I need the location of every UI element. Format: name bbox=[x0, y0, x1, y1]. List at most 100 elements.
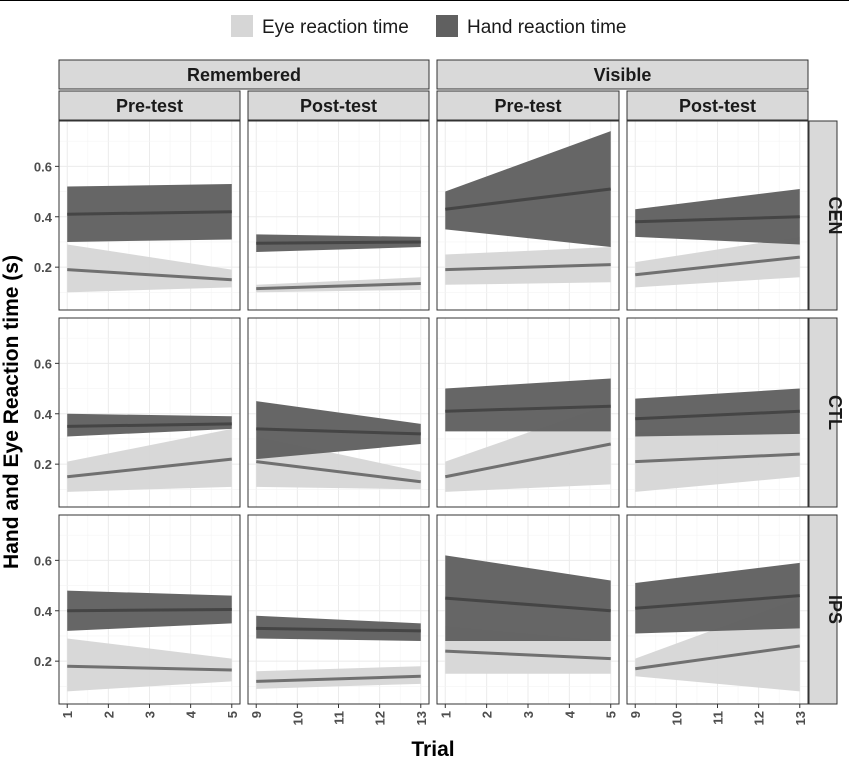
hand-fit-line bbox=[445, 404, 611, 413]
x-tick-label: 5 bbox=[225, 711, 240, 718]
y-tick-label: 0.4 bbox=[34, 407, 53, 422]
y-tick-label: 0.6 bbox=[34, 159, 52, 174]
hand-ribbon bbox=[445, 555, 611, 641]
panel-border bbox=[626, 120, 809, 311]
y-tick-label: 0.6 bbox=[34, 356, 52, 371]
facet-panel bbox=[58, 317, 241, 508]
x-axis-title: Trial bbox=[411, 738, 454, 761]
row-strip-bg bbox=[808, 120, 838, 311]
x-axis: 1 2 3 4 5 9 10 11 12 13 1 2 3 4 5 9 10 11 12 13 bbox=[60, 704, 808, 725]
facet-panel bbox=[626, 120, 809, 311]
x-tick-label: 1 bbox=[438, 711, 453, 718]
eye-fit-line bbox=[67, 457, 232, 479]
legend-label-eye: Eye reaction time bbox=[262, 17, 409, 38]
y-tick-label: 0.4 bbox=[34, 604, 53, 619]
facet-panel bbox=[58, 120, 241, 311]
eye-fit-line bbox=[67, 268, 232, 282]
x-tick-label: 4 bbox=[562, 710, 577, 718]
facet-panel bbox=[247, 514, 430, 705]
hand-fit-line bbox=[445, 596, 611, 613]
eye-ribbon bbox=[635, 431, 800, 492]
eye-fit-line bbox=[635, 255, 800, 277]
hand-fit-line bbox=[445, 187, 611, 211]
outer-strip-bg bbox=[58, 59, 430, 90]
column-strip-bg bbox=[436, 90, 620, 121]
eye-fit-line bbox=[635, 452, 800, 464]
x-tick-label: 13 bbox=[414, 711, 429, 725]
panel-border bbox=[626, 317, 809, 508]
eye-fit-line bbox=[256, 460, 421, 484]
facet-panel bbox=[58, 514, 241, 705]
y-tick-label: 0.2 bbox=[34, 654, 52, 669]
eye-fit-line bbox=[67, 664, 232, 672]
legend-key-hand bbox=[436, 15, 458, 37]
x-tick-label: 9 bbox=[249, 711, 264, 718]
facet-panel bbox=[247, 120, 430, 311]
facet-panel bbox=[436, 120, 620, 311]
x-tick-label: 11 bbox=[332, 711, 347, 725]
hand-fit-line bbox=[256, 240, 421, 245]
column-strip-label: Post-test bbox=[300, 96, 377, 116]
hand-ribbon bbox=[635, 562, 800, 634]
x-tick-label: 1 bbox=[60, 711, 75, 718]
x-tick-label: 11 bbox=[711, 711, 726, 725]
legend-label-hand: Hand reaction time bbox=[467, 17, 626, 38]
hand-fit-line bbox=[67, 210, 232, 216]
column-strip-label: Post-test bbox=[679, 96, 756, 116]
panel-border bbox=[247, 120, 430, 311]
x-tick-label: 12 bbox=[373, 711, 388, 725]
facet-panel bbox=[436, 317, 620, 508]
panel-border bbox=[247, 317, 430, 508]
facet-strips: Remembered Visible Pre-test Post-test Pre-te… bbox=[58, 59, 845, 705]
eye-ribbon bbox=[67, 244, 232, 293]
outer-strip-label: Visible bbox=[594, 65, 652, 85]
facet-panel bbox=[626, 514, 809, 705]
facet-panel bbox=[247, 317, 430, 508]
y-tick-label: 0.6 bbox=[34, 553, 52, 568]
column-strip-bg bbox=[247, 90, 430, 121]
y-axis-title: Hand and Eye Reaction time (s) bbox=[0, 255, 23, 569]
facet-panel bbox=[626, 317, 809, 508]
x-tick-label: 2 bbox=[480, 711, 495, 718]
eye-ribbon bbox=[67, 638, 232, 692]
row-strip-label: CTL bbox=[825, 395, 845, 430]
row-strip-label: CEN bbox=[825, 196, 845, 234]
eye-ribbon bbox=[635, 236, 800, 288]
x-tick-label: 12 bbox=[752, 711, 767, 725]
panel-border bbox=[436, 120, 620, 311]
x-tick-label: 10 bbox=[290, 711, 305, 725]
facet-panel bbox=[436, 514, 620, 705]
hand-fit-line bbox=[635, 215, 800, 224]
eye-fit-line bbox=[635, 644, 800, 671]
eye-ribbon bbox=[67, 428, 232, 492]
outer-strip-bg bbox=[436, 59, 809, 90]
x-tick-label: 5 bbox=[604, 711, 619, 718]
hand-fit-line bbox=[256, 626, 421, 633]
y-tick-label: 0.4 bbox=[34, 210, 53, 225]
panel-border bbox=[58, 120, 241, 311]
x-tick-label: 2 bbox=[101, 711, 116, 718]
eye-fit-line bbox=[256, 282, 421, 291]
column-strip-bg bbox=[626, 90, 809, 121]
legend-key-eye bbox=[231, 15, 253, 37]
hand-ribbon bbox=[635, 189, 800, 245]
row-strip-bg bbox=[808, 317, 838, 508]
hand-ribbon bbox=[445, 131, 611, 247]
x-tick-label: 13 bbox=[793, 711, 808, 725]
facet-panels bbox=[58, 120, 809, 705]
y-tick-label: 0.2 bbox=[34, 260, 52, 275]
column-strip-label: Pre-test bbox=[116, 96, 183, 116]
column-strip-label: Pre-test bbox=[494, 96, 561, 116]
x-tick-label: 3 bbox=[143, 711, 158, 718]
outer-strip-label: Remembered bbox=[187, 65, 301, 85]
row-strip-label: IPS bbox=[825, 595, 845, 624]
y-tick-label: 0.2 bbox=[34, 457, 52, 472]
hand-ribbon bbox=[445, 378, 611, 432]
eye-fit-line bbox=[256, 674, 421, 683]
hand-fit-line bbox=[635, 594, 800, 610]
hand-ribbon bbox=[635, 388, 800, 437]
row-strip-bg bbox=[808, 514, 838, 705]
hand-fit-line bbox=[67, 608, 232, 613]
hand-fit-line bbox=[256, 427, 421, 436]
